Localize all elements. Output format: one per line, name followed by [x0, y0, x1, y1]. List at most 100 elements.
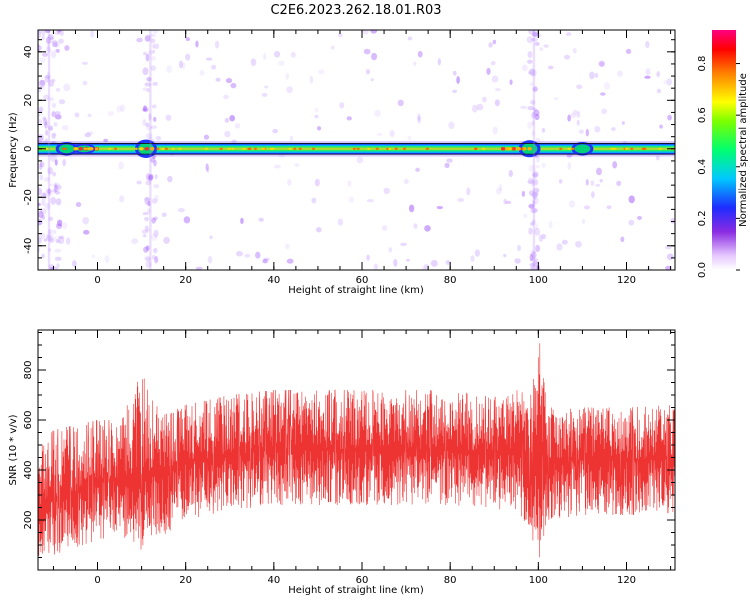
noise-speckle [41, 199, 46, 207]
noise-speckle [54, 182, 58, 189]
noise-speckle [408, 204, 415, 213]
noise-speckle [388, 247, 393, 253]
band-speckle [164, 147, 169, 150]
noise-speckle [403, 178, 409, 184]
noise-speckle [530, 100, 536, 105]
noise-speckle [81, 61, 89, 65]
noise-speckle [591, 191, 595, 198]
noise-speckle [663, 80, 667, 85]
noise-speckle [517, 244, 521, 252]
noise-speckle [625, 48, 632, 55]
noise-speckle [572, 48, 577, 54]
noise-speckle [531, 178, 535, 187]
band-speckle [298, 147, 302, 150]
noise-speckle [621, 121, 625, 125]
band-speckle [113, 147, 118, 150]
noise-speckle [444, 162, 450, 169]
noise-speckle [62, 222, 68, 230]
band-speckle [613, 147, 617, 150]
noise-speckle [526, 59, 533, 64]
noise-speckle [54, 111, 61, 116]
band-speckle [356, 147, 360, 150]
noise-speckle [255, 251, 261, 259]
noise-speckle [620, 236, 625, 243]
noise-speckle [290, 51, 296, 58]
noise-speckle [56, 184, 62, 190]
noise-column [532, 30, 536, 270]
noise-speckle [55, 238, 60, 244]
noise-speckle [49, 97, 54, 101]
colorbar-tick-label: 0.6 [697, 107, 708, 123]
noise-speckle [600, 92, 606, 96]
noise-speckle [538, 234, 544, 242]
band-speckle [134, 147, 138, 150]
noise-speckle [38, 45, 42, 51]
noise-speckle [215, 77, 221, 82]
noise-speckle [144, 228, 151, 233]
noise-speckle [51, 236, 58, 241]
snr-x-label: Height of straight line (km) [288, 585, 424, 596]
noise-speckle [531, 70, 536, 76]
noise-speckle [400, 242, 407, 247]
noise-speckle [39, 162, 43, 171]
hot-spot [516, 146, 522, 151]
noise-speckle [55, 88, 61, 92]
noise-speckle [520, 105, 527, 110]
noise-speckle [44, 121, 48, 129]
noise-speckle [529, 249, 537, 254]
noise-speckle [64, 45, 70, 51]
noise-speckle [421, 266, 426, 270]
noise-speckle [144, 255, 151, 262]
noise-speckle [585, 128, 590, 137]
x-tick-label: 20 [179, 575, 192, 586]
band-speckle [44, 147, 49, 150]
x-tick-label: 0 [94, 275, 100, 286]
noise-speckle [116, 105, 122, 113]
noise-speckle [532, 173, 537, 178]
band-speckle [388, 147, 392, 150]
noise-speckle [637, 215, 642, 220]
noise-speckle [43, 177, 51, 182]
noise-speckle [52, 171, 57, 177]
noise-speckle [547, 65, 554, 70]
noise-speckle [264, 85, 269, 89]
noise-speckle [526, 36, 533, 44]
noise-speckle [223, 94, 229, 100]
noise-speckle [476, 103, 484, 111]
band-speckle [156, 147, 160, 150]
noise-speckle [50, 196, 57, 205]
noise-speckle [43, 94, 50, 101]
noise-speckle [528, 203, 535, 209]
band-speckle [567, 147, 571, 150]
noise-speckle [211, 64, 217, 70]
noise-speckle [294, 163, 300, 167]
noise-speckle [90, 30, 95, 38]
hot-spot [89, 146, 94, 151]
noise-speckle [38, 106, 44, 112]
noise-speckle [509, 79, 513, 85]
noise-speckle [530, 207, 538, 214]
noise-speckle [147, 208, 151, 214]
noise-speckle [39, 161, 45, 168]
noise-speckle [145, 173, 151, 181]
noise-speckle [346, 116, 352, 121]
noise-speckle [527, 51, 533, 59]
noise-speckle [527, 105, 535, 111]
colorbar-gradient [712, 30, 736, 270]
noise-speckle [452, 89, 458, 93]
noise-speckle [318, 69, 325, 75]
noise-speckle [46, 191, 53, 197]
noise-speckle [39, 57, 46, 63]
noise-speckle [47, 229, 53, 234]
noise-speckle [54, 159, 58, 166]
noise-speckle [612, 161, 618, 169]
noise-speckle [54, 41, 60, 48]
noise-speckle [57, 30, 61, 34]
noise-speckle [576, 119, 580, 126]
noise-speckle [347, 180, 352, 187]
noise-speckle [285, 243, 290, 250]
x-tick-label: 20 [179, 275, 192, 286]
noise-speckle [570, 112, 577, 118]
noise-speckle [53, 121, 58, 127]
y-tick-label: 20 [23, 94, 34, 107]
